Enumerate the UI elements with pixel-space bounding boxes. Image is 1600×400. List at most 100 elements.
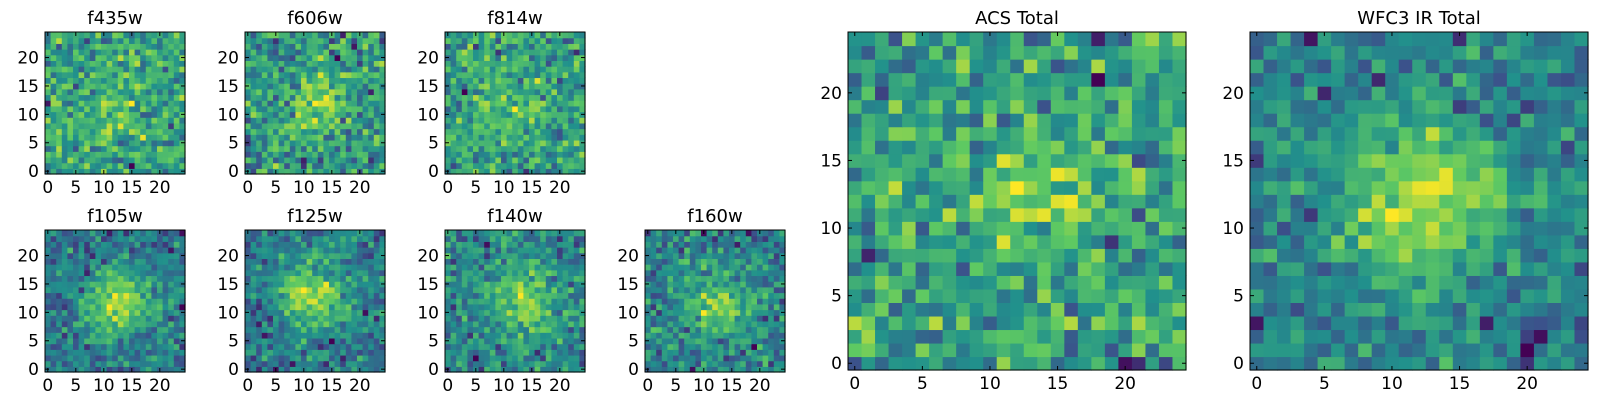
heatmap-cell bbox=[650, 281, 657, 288]
heatmap-cell bbox=[495, 100, 502, 107]
heatmap-cell bbox=[345, 60, 352, 67]
heatmap-cell bbox=[534, 349, 541, 356]
heatmap-cell bbox=[334, 105, 341, 113]
heatmap-cell bbox=[129, 264, 136, 271]
heatmap-cell bbox=[61, 122, 68, 130]
heatmap-cell bbox=[112, 247, 119, 254]
heatmap-cell bbox=[162, 269, 169, 277]
heatmap-cell bbox=[529, 134, 536, 141]
heatmap-cell bbox=[695, 286, 702, 294]
heatmap-cell bbox=[312, 145, 319, 152]
heatmap-cell bbox=[1104, 221, 1119, 236]
heatmap-cell bbox=[106, 332, 113, 339]
heatmap-cell bbox=[289, 247, 296, 254]
heatmap-cell bbox=[134, 292, 141, 299]
heatmap-cell bbox=[168, 151, 175, 158]
heatmap-cell bbox=[340, 360, 347, 367]
heatmap-cell bbox=[484, 156, 491, 164]
heatmap-cell bbox=[450, 122, 457, 130]
heatmap-cell bbox=[267, 37, 274, 44]
heatmap-cell bbox=[151, 235, 158, 242]
heatmap-cell bbox=[745, 235, 752, 242]
heatmap-cell bbox=[540, 43, 547, 50]
heatmap-cell bbox=[762, 264, 769, 271]
heatmap-cell bbox=[329, 247, 336, 254]
heatmap-cell bbox=[140, 258, 147, 265]
heatmap-cell bbox=[568, 309, 575, 316]
y-tick-label: 5 bbox=[28, 332, 39, 352]
heatmap-cell bbox=[523, 235, 530, 242]
heatmap-cell bbox=[345, 162, 352, 169]
heatmap-cell bbox=[45, 105, 52, 113]
heatmap-cell bbox=[573, 303, 580, 311]
heatmap-cell bbox=[157, 54, 164, 61]
heatmap-cell bbox=[517, 258, 524, 265]
heatmap-cell bbox=[661, 286, 668, 294]
heatmap-cell bbox=[450, 354, 457, 362]
heatmap-cell bbox=[734, 264, 741, 271]
heatmap-cell bbox=[78, 315, 85, 322]
heatmap-cell bbox=[101, 145, 108, 152]
heatmap-cell bbox=[551, 43, 558, 50]
heatmap-cell bbox=[334, 303, 341, 311]
heatmap-cell bbox=[123, 354, 130, 362]
heatmap-cell bbox=[456, 337, 463, 345]
heatmap-cell bbox=[106, 337, 113, 345]
heatmap-cell bbox=[557, 105, 564, 113]
heatmap-cell bbox=[267, 54, 274, 61]
heatmap-cell bbox=[289, 292, 296, 299]
heatmap-cell bbox=[368, 88, 375, 96]
heatmap-cell bbox=[461, 315, 468, 322]
heatmap-cell bbox=[512, 66, 519, 73]
heatmap-cell bbox=[340, 77, 347, 84]
heatmap-cell bbox=[650, 286, 657, 294]
heatmap-cell bbox=[168, 94, 175, 101]
heatmap-cell bbox=[661, 292, 668, 299]
heatmap-cell bbox=[484, 269, 491, 277]
heatmap-cell bbox=[95, 111, 102, 118]
heatmap-cell bbox=[317, 258, 324, 265]
heatmap-cell bbox=[151, 360, 158, 367]
heatmap-cell bbox=[969, 221, 984, 236]
heatmap-cell bbox=[729, 252, 736, 259]
heatmap-cell bbox=[551, 326, 558, 333]
heatmap-cell bbox=[495, 49, 502, 56]
heatmap-cell bbox=[312, 343, 319, 350]
heatmap-cell bbox=[689, 264, 696, 271]
heatmap-cell bbox=[357, 83, 364, 90]
heatmap-cell bbox=[573, 32, 580, 39]
heatmap-cell bbox=[667, 269, 674, 277]
heatmap-cell bbox=[351, 168, 358, 175]
heatmap-cell bbox=[362, 349, 369, 356]
heatmap-cell bbox=[273, 122, 280, 130]
heatmap-cell bbox=[334, 315, 341, 322]
heatmap-cell bbox=[1118, 302, 1133, 317]
heatmap-cell bbox=[456, 134, 463, 141]
heatmap-cell bbox=[529, 354, 536, 362]
heatmap-cell bbox=[942, 315, 957, 331]
heatmap-cell bbox=[495, 269, 502, 277]
heatmap-cell bbox=[289, 298, 296, 305]
heatmap-cell bbox=[301, 156, 308, 164]
heatmap-cell bbox=[712, 309, 719, 316]
heatmap-cell bbox=[67, 139, 74, 147]
heatmap-cell bbox=[751, 241, 758, 248]
heatmap-cell bbox=[140, 83, 147, 90]
heatmap-cell bbox=[140, 145, 147, 152]
heatmap-cell bbox=[95, 94, 102, 101]
heatmap-cell bbox=[129, 349, 136, 356]
heatmap-cell bbox=[306, 281, 313, 288]
heatmap-cell bbox=[667, 241, 674, 248]
heatmap-cell bbox=[478, 315, 485, 322]
heatmap-cell bbox=[501, 252, 508, 259]
heatmap-cell bbox=[289, 88, 296, 96]
heatmap-cell bbox=[168, 134, 175, 141]
heatmap-cell bbox=[461, 275, 468, 282]
heatmap-cell bbox=[317, 156, 324, 164]
heatmap-cell bbox=[1118, 288, 1133, 303]
heatmap-cell bbox=[484, 343, 491, 350]
heatmap-cell bbox=[267, 83, 274, 90]
heatmap-cell bbox=[295, 247, 302, 254]
heatmap-cell bbox=[740, 343, 747, 350]
